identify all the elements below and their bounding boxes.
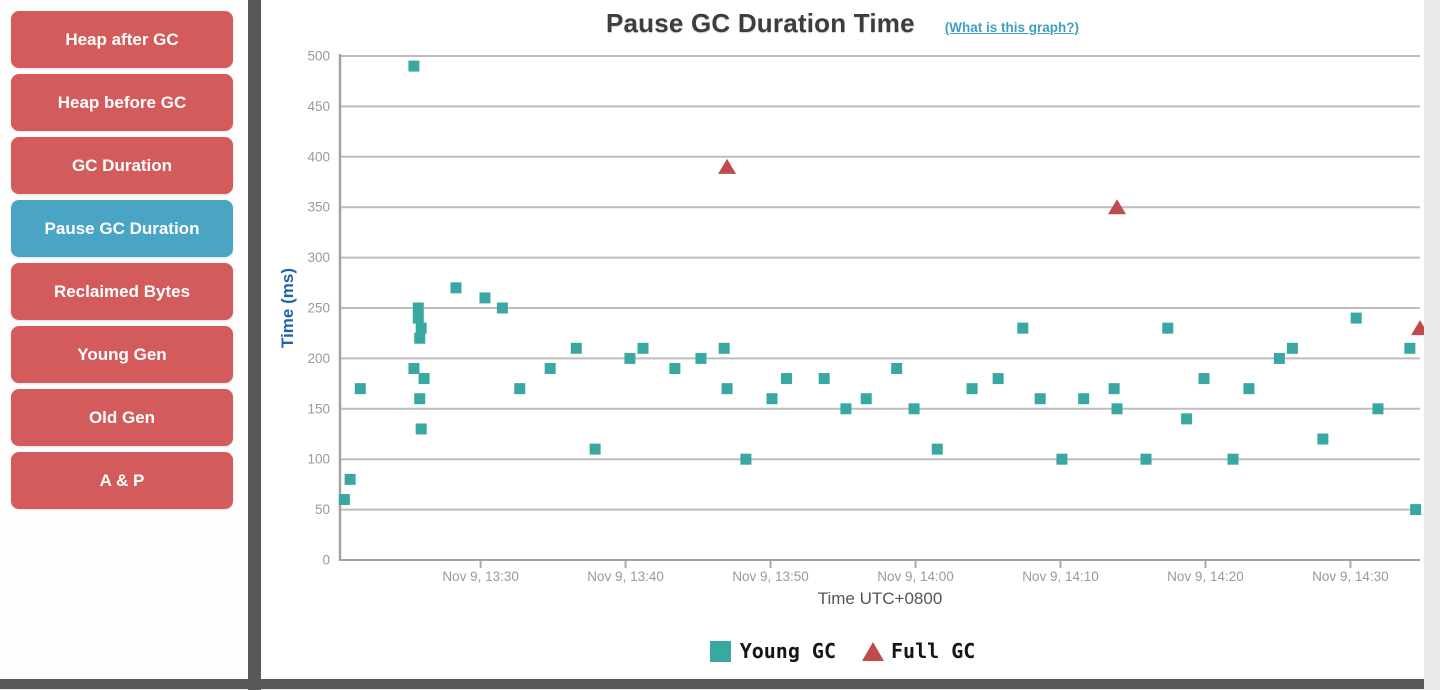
sidebar-button-heap-after-gc[interactable]: Heap after GC	[11, 11, 233, 68]
young-gc-point	[1286, 342, 1298, 354]
young-gc-point	[695, 352, 707, 364]
young-gc-point	[418, 373, 430, 385]
sidebar-button-heap-before-gc[interactable]: Heap before GC	[11, 74, 233, 131]
sidebar-button-gc-duration[interactable]: GC Duration	[11, 137, 233, 194]
y-tick-label-250: 250	[307, 301, 330, 316]
young-gc-point	[412, 312, 424, 324]
young-gc-point	[1350, 312, 1362, 324]
y-tick-label-450: 450	[307, 99, 330, 114]
full-gc-legend-label: Full GC	[891, 639, 976, 663]
young-gc-point	[931, 443, 943, 455]
y-tick-label-0: 0	[322, 553, 330, 568]
young-gc-point	[624, 352, 636, 364]
young-gc-point	[479, 292, 491, 304]
bottom-divider	[0, 679, 1424, 689]
young-gc-point	[1034, 393, 1046, 405]
what-is-this-graph-link[interactable]: (What is this graph?)	[944, 20, 1080, 35]
young-gc-point	[1140, 453, 1152, 465]
young-gc-point	[570, 342, 582, 354]
young-gc-point	[414, 393, 426, 405]
young-gc-point	[669, 362, 681, 374]
young-gc-point	[1404, 342, 1416, 354]
young-gc-point	[344, 473, 356, 485]
young-gc-point	[338, 494, 350, 506]
young-gc-point	[1181, 413, 1193, 425]
young-gc-point	[992, 373, 1004, 385]
young-gc-point	[1273, 352, 1285, 364]
y-tick-label-150: 150	[307, 401, 330, 416]
young-gc-point	[721, 383, 733, 395]
young-gc-point	[1108, 383, 1120, 395]
young-gc-point	[1056, 453, 1068, 465]
young-gc-point	[818, 373, 830, 385]
young-gc-point	[514, 383, 526, 395]
pause-gc-duration-scatter-plot: 0 50 100 150 200 250 300 350 400 450 500 Nov 9, 13:…	[307, 49, 1424, 584]
young-gc-point	[740, 453, 752, 465]
sidebar: Heap after GC Heap before GC GC Duration Pa…	[0, 0, 248, 679]
y-tick-label-200: 200	[307, 351, 330, 366]
sidebar-button-young-gen[interactable]: Young Gen	[11, 326, 233, 383]
young-gc-point	[544, 362, 556, 374]
young-gc-point	[1317, 433, 1329, 445]
x-tick-label: Nov 9, 13:40	[587, 569, 664, 584]
young-gc-point	[637, 342, 649, 354]
x-tick-label: Nov 9, 13:30	[442, 569, 519, 584]
young-gc-point	[496, 302, 508, 314]
young-gc-legend-label: Young GC	[739, 639, 837, 663]
young-gc-point	[414, 332, 426, 344]
young-gc-point	[840, 403, 852, 415]
young-gc-point	[415, 423, 427, 435]
sidebar-button-reclaimed-bytes[interactable]: Reclaimed Bytes	[11, 263, 233, 320]
x-tick-label: Nov 9, 14:20	[1167, 569, 1244, 584]
sidebar-button-old-gen[interactable]: Old Gen	[11, 389, 233, 446]
young-gc-point	[1017, 322, 1029, 334]
young-gc-point	[1198, 373, 1210, 385]
young-gc-point	[354, 383, 366, 395]
young-gc-point	[1410, 504, 1422, 516]
young-gc-point	[408, 60, 420, 72]
legend: Young GC Full GC	[261, 634, 1424, 668]
y-tick-label-300: 300	[307, 250, 330, 265]
x-axis-title: Time UTC+0800	[817, 589, 943, 608]
full-gc-point	[718, 158, 737, 174]
young-gc-point	[780, 373, 792, 385]
page-title: Pause GC Duration Time	[605, 8, 915, 38]
young-gc-point	[1078, 393, 1090, 405]
young-gc-point	[1372, 403, 1384, 415]
young-gc-point	[1227, 453, 1239, 465]
young-gc-point	[408, 362, 420, 374]
young-gc-point	[1162, 322, 1174, 334]
young-gc-legend-marker-icon	[709, 640, 731, 662]
young-gc-point	[412, 302, 424, 314]
y-tick-label-400: 400	[307, 149, 330, 164]
young-gc-point	[908, 403, 920, 415]
young-gc-point	[450, 282, 462, 294]
sidebar-button-pause-gc-duration[interactable]: Pause GC Duration	[11, 200, 233, 257]
full-gc-point	[1108, 199, 1127, 215]
chart-panel: Pause GC Duration Time (What is this gra…	[261, 0, 1424, 679]
young-gc-point	[718, 342, 730, 354]
young-gc-point	[891, 362, 903, 374]
full-gc-point	[1411, 320, 1424, 336]
full-gc-legend-marker-icon	[862, 641, 885, 661]
sidebar-button-a-p[interactable]: A & P	[11, 452, 233, 509]
x-tick-label: Nov 9, 14:00	[877, 569, 954, 584]
young-gc-point	[1111, 403, 1123, 415]
young-gc-point	[415, 322, 427, 334]
x-tick-label: Nov 9, 13:50	[732, 569, 809, 584]
young-gc-point	[766, 393, 778, 405]
y-tick-label-500: 500	[307, 49, 330, 64]
young-gc-point	[589, 443, 601, 455]
y-tick-label-100: 100	[307, 452, 330, 467]
young-gc-point	[860, 393, 872, 405]
young-gc-point	[1243, 383, 1255, 395]
y-tick-label-50: 50	[315, 502, 330, 517]
young-gc-point	[966, 383, 978, 395]
pane-splitter[interactable]	[248, 0, 261, 690]
x-tick-label: Nov 9, 14:10	[1022, 569, 1099, 584]
y-tick-label-350: 350	[307, 200, 330, 215]
x-tick-label: Nov 9, 14:30	[1312, 569, 1389, 584]
chart-header: Pause GC Duration Time (What is this gra…	[261, 8, 1424, 39]
